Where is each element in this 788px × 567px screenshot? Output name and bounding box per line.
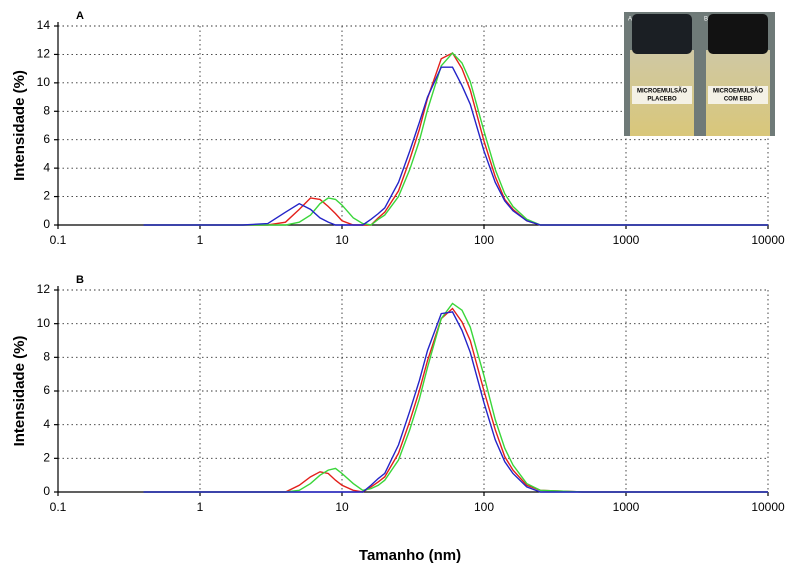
y-tick-label: 6 xyxy=(43,132,50,146)
y-axis-title: Intensidade (%) xyxy=(11,336,28,447)
x-tick-label: 1 xyxy=(197,500,204,514)
x-axis-title: Tamanho (nm) xyxy=(359,547,461,564)
x-tick-label: 10000 xyxy=(751,233,785,247)
panel-label: A xyxy=(76,10,84,22)
caption-box xyxy=(632,86,692,104)
photo-caption: MICROEMULSÃO xyxy=(637,88,687,95)
photo-label: B xyxy=(704,17,708,23)
cap xyxy=(708,14,768,54)
series-line xyxy=(143,66,768,226)
y-tick-label: 2 xyxy=(43,189,50,203)
y-tick-label: 12 xyxy=(37,47,51,61)
x-tick-label: 1000 xyxy=(613,500,640,514)
y-tick-label: 2 xyxy=(43,451,50,465)
y-axis-title: Intensidade (%) xyxy=(11,70,28,181)
y-tick-label: 0 xyxy=(43,484,50,498)
series-line xyxy=(143,311,768,493)
x-tick-label: 1000 xyxy=(613,233,640,247)
y-tick-label: 4 xyxy=(43,160,50,174)
photo-caption: MICROEMULSÃO xyxy=(713,88,763,95)
y-tick-label: 10 xyxy=(37,316,51,330)
x-tick-label: 0.1 xyxy=(50,500,67,514)
panel-label: B xyxy=(76,274,84,286)
cap xyxy=(632,14,692,54)
y-tick-label: 6 xyxy=(43,383,50,397)
x-tick-label: 10 xyxy=(335,233,349,247)
series-line xyxy=(143,302,768,493)
x-tick-label: 0.1 xyxy=(50,233,67,247)
series-line xyxy=(143,307,768,493)
x-tick-label: 100 xyxy=(474,500,494,514)
y-tick-label: 8 xyxy=(43,350,50,364)
y-tick-label: 8 xyxy=(43,103,50,117)
photo-caption: PLACEBO xyxy=(647,97,677,103)
inset-photo: A MICROEMULSÃO PLACEBO B MICROEMULSÃO COM EBD xyxy=(624,12,775,136)
series-line xyxy=(143,51,768,226)
photo-label: A xyxy=(628,17,632,23)
y-tick-label: 4 xyxy=(43,417,50,431)
y-tick-label: 12 xyxy=(37,282,51,296)
y-tick-label: 14 xyxy=(37,18,51,32)
caption-box xyxy=(708,86,768,104)
photo-caption: COM EBD xyxy=(724,97,753,103)
y-tick-label: 10 xyxy=(37,75,51,89)
x-tick-label: 10000 xyxy=(751,500,785,514)
x-tick-label: 10 xyxy=(335,500,349,514)
x-tick-label: 1 xyxy=(197,233,204,247)
x-tick-label: 100 xyxy=(474,233,494,247)
y-tick-label: 0 xyxy=(43,217,50,231)
